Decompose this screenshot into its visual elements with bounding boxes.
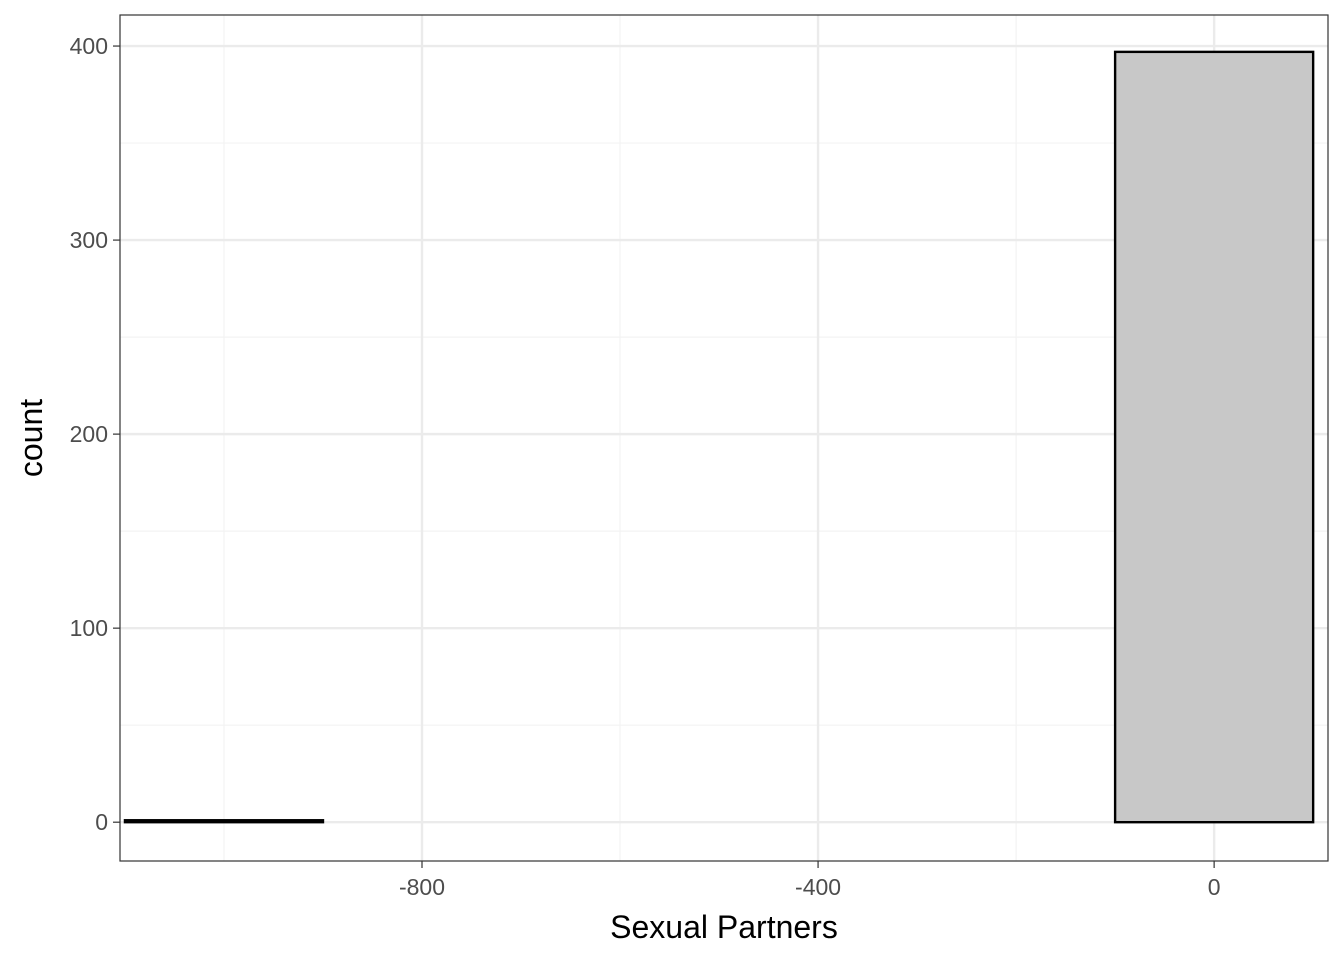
x-axis: -800 -400 0 (399, 861, 1221, 900)
x-tick-label: 0 (1208, 874, 1221, 900)
panel-border (119, 14, 1329, 862)
y-axis: 0 100 200 300 400 (70, 33, 120, 835)
x-tick-label: -800 (399, 874, 445, 900)
y-tick-label: 400 (70, 33, 108, 59)
y-tick-label: 100 (70, 615, 108, 641)
x-tick-label: -400 (795, 874, 841, 900)
x-axis-title: Sexual Partners (610, 909, 838, 945)
histogram-bars (123, 50, 1315, 824)
histogram-bar (123, 819, 325, 824)
y-tick-label: 300 (70, 227, 108, 253)
y-tick-label: 0 (95, 809, 108, 835)
histogram-bar (1113, 50, 1315, 824)
y-axis-title: count (13, 399, 49, 477)
y-tick-label: 200 (70, 421, 108, 447)
